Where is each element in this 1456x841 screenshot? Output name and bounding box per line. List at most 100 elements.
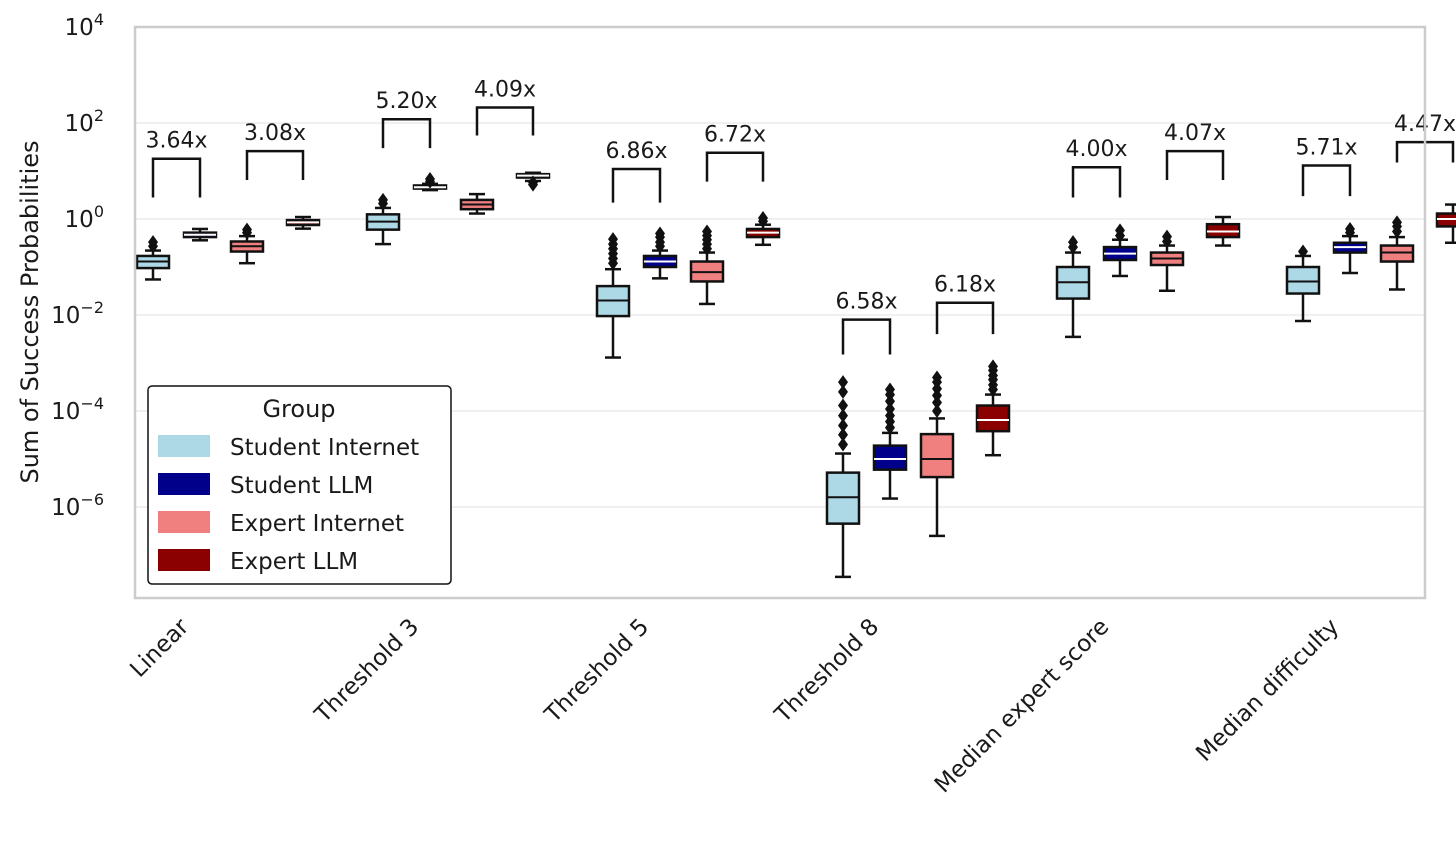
x-tick-label-linear: Linear (125, 613, 194, 682)
outlier-point (838, 375, 848, 390)
outlier-point (932, 395, 942, 410)
box-expert-llm-median-difficulty (1435, 203, 1456, 245)
ratio-bracket (381, 117, 432, 149)
x-axis-ticks: Linear Threshold 3 Threshold 5 Threshold 8 M… (125, 613, 1344, 798)
outlier-point (425, 172, 435, 187)
ratio-label: 3.64x (145, 129, 207, 154)
outlier-point (838, 427, 848, 442)
box-student-internet-linear (135, 235, 171, 281)
ratio-label: 3.08x (244, 121, 306, 146)
outlier-point (838, 384, 848, 399)
ratio-annotation-threshold-3-expert: 4.09x (474, 78, 536, 136)
ratio-annotation-threshold-8-expert: 6.18x (934, 273, 996, 335)
box-expert-internet-median-expert-score (1149, 229, 1185, 293)
x-tick-label-median-expert-score: Median expert score (930, 614, 1114, 798)
ratio-bracket (611, 167, 662, 203)
x-tick-label-threshold-5: Threshold 5 (539, 614, 654, 729)
box-student-llm-threshold-8 (872, 382, 908, 500)
ratio-bracket (1301, 164, 1352, 197)
legend-swatch-expert-internet (158, 511, 210, 533)
ratio-annotation-threshold-8-student: 6.58x (835, 290, 898, 355)
legend-frame (147, 385, 452, 585)
box-iqr (919, 432, 955, 479)
box-expert-internet-threshold-8 (919, 370, 955, 538)
legend-label-expert-llm: Expert LLM (230, 549, 358, 575)
ratio-bracket (475, 106, 535, 136)
outlier-point (988, 359, 998, 374)
outlier-point (932, 370, 942, 385)
outlier-point (702, 224, 712, 239)
plot-frame (133, 25, 1427, 600)
ratio-label: 6.72x (704, 123, 766, 148)
ratio-annotation-median-expert-score-expert: 4.07x (1164, 121, 1226, 180)
box-student-internet-threshold-3 (365, 192, 401, 246)
legend-label-student-llm: Student LLM (230, 473, 373, 499)
box-iqr (872, 444, 908, 471)
ratio-bracket (151, 157, 202, 198)
y-tick-label: 100 (65, 202, 104, 233)
outlier-point (838, 437, 848, 452)
box-student-internet-threshold-8 (825, 375, 861, 579)
x-tick-label-median-difficulty: Median difficulty (1191, 614, 1344, 767)
box-expert-llm-linear (285, 215, 321, 230)
outlier-point (838, 398, 848, 413)
outlier-point (608, 232, 618, 247)
box-student-llm-median-expert-score (1102, 223, 1138, 278)
box-expert-internet-threshold-5 (689, 224, 725, 306)
box-iqr (975, 404, 1011, 433)
ratio-annotation-linear-expert: 3.08x (244, 121, 306, 180)
outlier-point (148, 235, 158, 250)
ratio-annotation-threshold-5-student: 6.86x (605, 139, 668, 203)
ratio-bracket (1165, 149, 1225, 180)
ratio-bracket (1071, 165, 1122, 198)
y-tick-label: 102 (65, 106, 104, 137)
y-tick-label: 104 (65, 10, 104, 41)
legend-swatch-expert-llm (158, 549, 210, 571)
outlier-point (242, 222, 252, 237)
y-tick-label: 10−4 (51, 394, 104, 425)
ratio-label: 5.71x (1295, 136, 1357, 161)
y-tick-exponent: −4 (80, 394, 104, 413)
outlier-point (655, 226, 665, 241)
y-tick-exponent: −2 (80, 298, 104, 317)
ratio-annotation-median-difficulty-student: 5.71x (1295, 136, 1358, 197)
box-iqr (1285, 265, 1321, 295)
outlier-point (1392, 215, 1402, 230)
ratio-label: 6.58x (835, 290, 897, 315)
ratio-label: 4.00x (1065, 137, 1127, 162)
ratio-annotation-threshold-3-student: 5.20x (375, 89, 438, 149)
box-student-llm-threshold-5 (642, 226, 678, 280)
y-tick-base: 10 (51, 399, 80, 425)
x-tick-label-threshold-3: Threshold 3 (309, 614, 424, 729)
outlier-point (885, 402, 895, 417)
y-tick-exponent: 2 (94, 106, 104, 125)
legend: Group Student Internet Student LLM Exper… (147, 385, 452, 585)
y-tick-base: 10 (65, 111, 94, 137)
box-student-internet-threshold-5 (595, 232, 631, 359)
box-student-llm-median-difficulty (1332, 221, 1368, 275)
y-tick-base: 10 (51, 303, 80, 329)
y-tick-label: 10−6 (51, 490, 104, 521)
y-tick-base: 10 (65, 207, 94, 233)
y-tick-base: 10 (51, 495, 80, 521)
y-tick-base: 10 (65, 15, 94, 41)
box-expert-internet-median-difficulty (1379, 215, 1415, 291)
ratio-label: 4.07x (1164, 121, 1226, 146)
y-axis-label: Sum of Success Probabilities (16, 140, 44, 483)
box-expert-internet-linear (229, 222, 265, 265)
x-tick-label-threshold-8: Threshold 8 (769, 614, 884, 729)
box-expert-llm-threshold-5 (745, 210, 781, 247)
legend-swatch-student-llm (158, 473, 210, 495)
ratio-bracket (245, 149, 305, 180)
y-tick-label: 10−2 (51, 298, 104, 329)
outlier-point (378, 192, 388, 207)
boxes-layer (135, 171, 1456, 579)
ratio-annotation-linear-student: 3.64x (145, 129, 208, 198)
annotations-layer: 3.64x 3.08x 5.20x 4.09x 6.86x 6.72x 6.58x 6.18x… (145, 78, 1456, 355)
outlier-point (885, 382, 895, 397)
box-student-internet-median-expert-score (1055, 235, 1091, 339)
y-tick-exponent: −6 (80, 490, 104, 509)
outlier-point (838, 418, 848, 433)
